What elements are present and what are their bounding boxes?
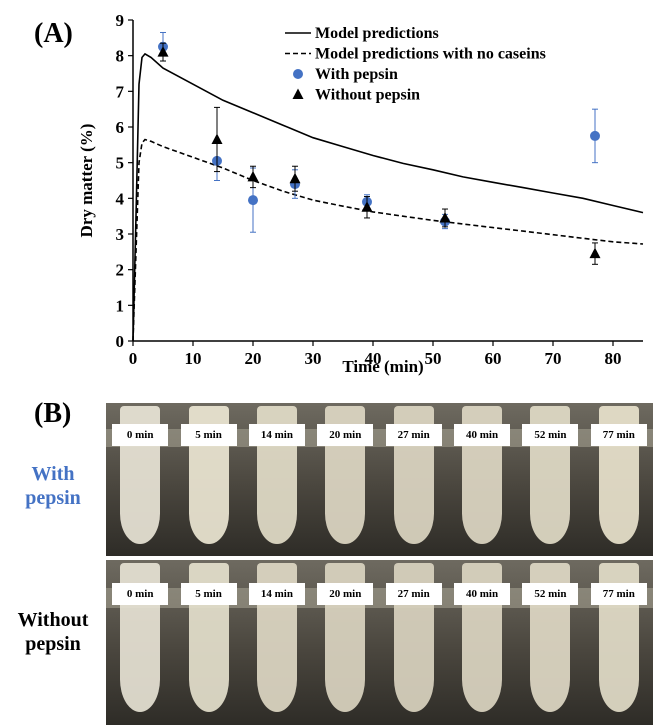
with-pepsin-point	[590, 130, 600, 141]
tube-time-label: 27 min	[385, 583, 442, 605]
tube-time-label: 14 min	[248, 424, 305, 446]
legend-swatch	[293, 69, 303, 79]
tube-time-label: 52 min	[522, 424, 579, 446]
without-pepsin-label-line2: pepsin	[25, 633, 81, 655]
model-no-caseins-line	[132, 138, 644, 342]
tube-time-label: 0 min	[112, 424, 169, 446]
with-pepsin-label: With pepsin	[0, 462, 106, 510]
x-tick-label: 30	[305, 349, 322, 368]
tube-time-label: 5 min	[180, 424, 237, 446]
x-tick-label: 10	[185, 349, 202, 368]
legend-label: With pepsin	[315, 66, 398, 83]
tube-time-label: 52 min	[522, 583, 579, 605]
without-pepsin-point	[361, 201, 373, 212]
tube-time-label: 77 min	[590, 424, 647, 446]
x-tick-label: 0	[129, 349, 138, 368]
legend-swatch	[292, 88, 304, 99]
without-pepsin-point	[439, 211, 451, 223]
without-pepsin-point	[289, 172, 301, 184]
panel-b-label: (B)	[34, 398, 72, 429]
x-tick-label: 80	[605, 349, 622, 368]
y-tick-label: 4	[116, 189, 125, 208]
y-tick-label: 6	[116, 118, 125, 137]
y-tick-label: 0	[116, 332, 125, 351]
y-tick-label: 5	[116, 154, 125, 173]
legend-label: Without pepsin	[315, 87, 420, 104]
with-pepsin-photo: 0 min 5 min 14 min 20 min 27 min 40 min 52 min…	[106, 403, 653, 556]
dry-matter-chart: 0 1 2 3 4 5 6 7 8 9 0 10 20 30 40 50 60 70 80 Time (min) Dry…	[77, 11, 644, 376]
tube-rack	[106, 429, 653, 447]
tube-time-label: 5 min	[180, 583, 237, 605]
without-pepsin-point	[157, 46, 169, 57]
tube-time-label: 20 min	[317, 424, 374, 446]
tube-time-label: 27 min	[385, 424, 442, 446]
x-tick-label: 20	[245, 349, 262, 368]
tube-time-label: 77 min	[590, 583, 647, 605]
y-tick-label: 8	[116, 47, 125, 66]
tube-time-label: 0 min	[112, 583, 169, 605]
y-tick-label: 2	[116, 261, 125, 280]
y-tick-label: 7	[116, 82, 125, 101]
tube-time-label: 20 min	[317, 583, 374, 605]
without-pepsin-label-line1: Without	[17, 609, 89, 631]
y-tick-label: 3	[116, 225, 125, 244]
tube-time-label: 40 min	[454, 583, 511, 605]
without-pepsin-point	[247, 170, 259, 182]
legend-label: Model predictions with no caseins	[315, 46, 546, 63]
with-pepsin-label-line1: With	[31, 463, 75, 485]
without-pepsin-photo: 0 min 5 min 14 min 20 min 27 min 40 min 52 min…	[106, 560, 653, 725]
tube-rack	[106, 588, 653, 608]
model-predictions-line	[132, 52, 644, 342]
x-axis-label: Time (min)	[342, 357, 423, 376]
without-pepsin-point	[589, 247, 601, 259]
tube-time-label: 40 min	[454, 424, 511, 446]
legend-label: Model predictions	[315, 25, 439, 42]
without-pepsin-label: Without pepsin	[0, 608, 106, 656]
y-tick-label: 1	[116, 296, 125, 315]
x-tick-label: 60	[485, 349, 502, 368]
without-pepsin-point	[211, 133, 223, 144]
y-axis-label: Dry matter (%)	[77, 124, 96, 238]
with-pepsin-label-line2: pepsin	[25, 487, 81, 509]
tube-time-label: 14 min	[248, 583, 305, 605]
x-tick-label: 40	[365, 349, 382, 368]
x-tick-label: 50	[425, 349, 442, 368]
x-tick-label: 70	[545, 349, 562, 368]
panel-a-label: (A)	[34, 18, 73, 49]
y-tick-label: 9	[116, 11, 125, 30]
with-pepsin-point	[248, 195, 258, 206]
